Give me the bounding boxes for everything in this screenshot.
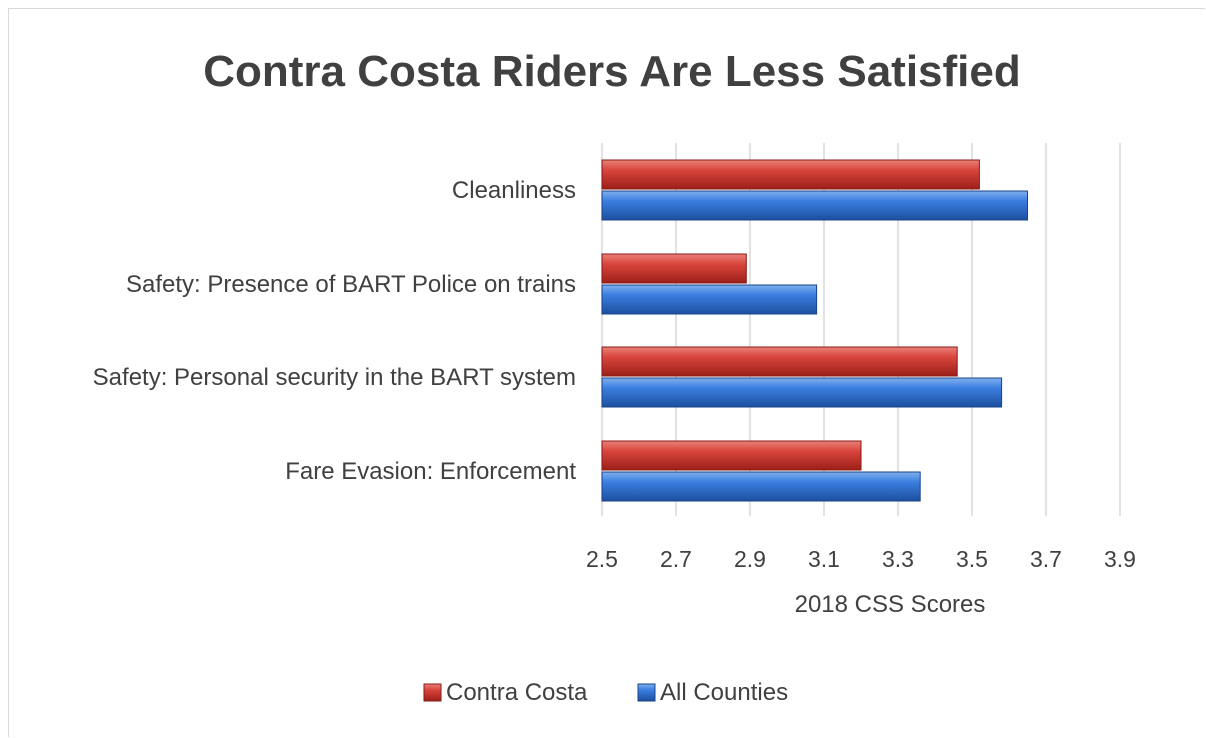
bars: [601, 159, 1028, 502]
bar-all-counties-1: [601, 284, 818, 315]
legend-swatch-contra-costa: [423, 683, 442, 702]
x-tick-label: 3.7: [1030, 546, 1062, 572]
bar-contra-costa-2: [601, 346, 958, 377]
legend-label-contra-costa: Contra Costa: [446, 679, 588, 706]
bar-contra-costa-3: [601, 440, 862, 471]
x-tick-labels: 2.5 2.7 2.9 3.1 3.3 3.5 3.7 3.9: [586, 546, 1136, 572]
x-axis-title: 2018 CSS Scores: [795, 591, 986, 618]
x-tick-label: 3.5: [956, 546, 988, 572]
bar-contra-costa-1: [601, 253, 747, 284]
bar-contra-costa-0: [601, 159, 980, 190]
category-label: Safety: Personal security in the BART sy…: [93, 364, 576, 391]
x-tick-label: 2.9: [734, 546, 766, 572]
legend-swatch-all-counties: [637, 683, 656, 702]
category-label: Cleanliness: [452, 177, 576, 204]
x-tick-label: 3.1: [808, 546, 840, 572]
x-tick-label: 2.7: [660, 546, 692, 572]
x-tick-label: 3.9: [1104, 546, 1136, 572]
bar-all-counties-2: [601, 377, 1003, 408]
legend: Contra Costa All Counties: [423, 679, 788, 706]
bar-all-counties-0: [601, 190, 1028, 221]
category-label: Fare Evasion: Enforcement: [285, 458, 576, 485]
category-label: Safety: Presence of BART Police on train…: [126, 271, 576, 298]
x-tick-label: 2.5: [586, 546, 618, 572]
category-labels: Cleanliness Safety: Presence of BART Poli…: [93, 177, 577, 485]
x-tick-label: 3.3: [882, 546, 914, 572]
chart-title: Contra Costa Riders Are Less Satisfied: [203, 47, 1021, 96]
legend-label-all-counties: All Counties: [660, 679, 788, 706]
bar-all-counties-3: [601, 471, 921, 502]
